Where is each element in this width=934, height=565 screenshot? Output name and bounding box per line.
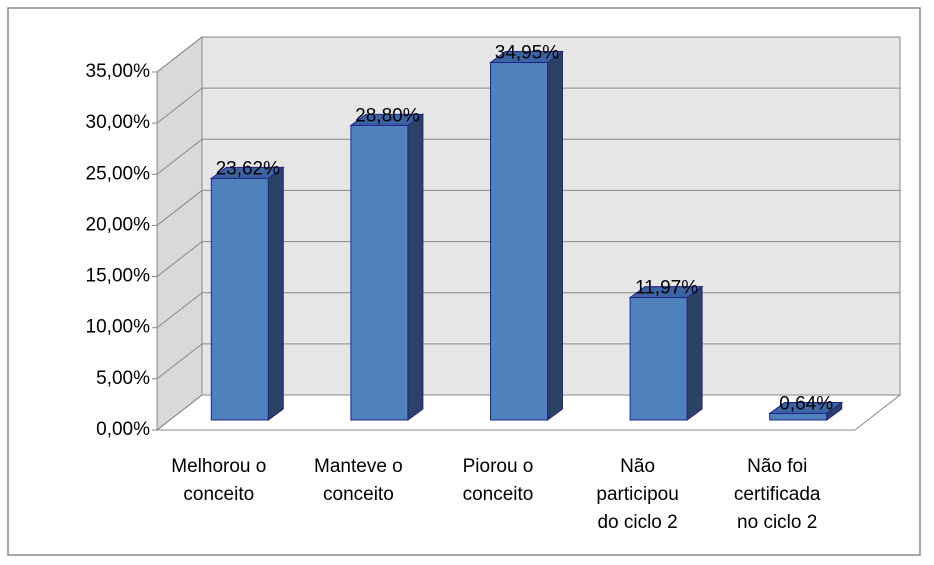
y-tick-label: 20,00% xyxy=(86,214,151,235)
data-label: 28,80% xyxy=(355,105,420,126)
bar-side xyxy=(407,113,424,421)
grid-line xyxy=(156,189,900,226)
x-tick-label: conceito xyxy=(323,484,394,505)
side-wall xyxy=(156,35,203,432)
x-tick-label: certificada xyxy=(734,484,821,505)
y-tick-label: 15,00% xyxy=(86,266,151,287)
bar-side xyxy=(686,285,703,421)
bar xyxy=(490,62,548,421)
bar xyxy=(629,297,688,421)
data-label: 34,95% xyxy=(495,43,560,64)
y-tick-label: 0,00% xyxy=(96,419,150,440)
grid-line xyxy=(156,241,900,277)
x-tick-label: participou xyxy=(596,484,678,505)
data-label: 11,97% xyxy=(635,278,698,299)
x-tick-label: Melhorou o xyxy=(171,456,266,477)
y-tick-label: 35,00% xyxy=(86,61,151,82)
x-tick-label: conceito xyxy=(463,484,534,505)
data-label: 23,62% xyxy=(216,158,281,179)
y-tick-label: 5,00% xyxy=(96,368,150,389)
x-tick-label: Não foi xyxy=(747,456,807,477)
grid-line xyxy=(156,36,900,73)
x-tick-label: Piorou o xyxy=(463,456,534,477)
bar-side xyxy=(547,50,563,421)
grid-line xyxy=(156,138,900,175)
x-tick-label: conceito xyxy=(183,484,254,505)
x-tick-label: no ciclo 2 xyxy=(737,512,817,533)
bar xyxy=(350,124,409,421)
y-tick-label: 25,00% xyxy=(86,163,151,184)
y-tick-label: 10,00% xyxy=(86,317,151,338)
y-tick-label: 30,00% xyxy=(86,112,151,133)
x-tick-label: Não xyxy=(620,456,655,477)
bar xyxy=(769,412,828,421)
bar-side xyxy=(267,166,284,421)
grid-line xyxy=(156,87,900,124)
bar xyxy=(210,177,269,421)
x-tick-label: do ciclo 2 xyxy=(597,512,677,533)
data-label: 0,64% xyxy=(779,393,833,414)
x-tick-label: Manteve o xyxy=(314,456,403,477)
